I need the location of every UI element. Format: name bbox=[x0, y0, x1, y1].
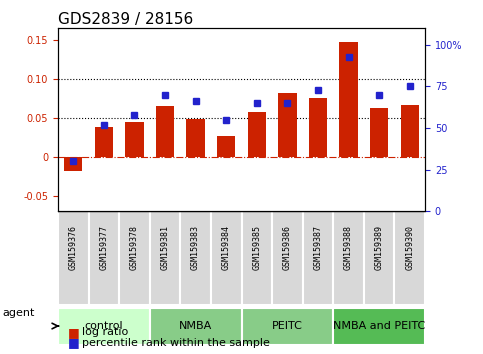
Text: GSM159377: GSM159377 bbox=[99, 225, 108, 270]
Text: percentile rank within the sample: percentile rank within the sample bbox=[82, 338, 270, 348]
Bar bbox=[217, 136, 235, 157]
FancyBboxPatch shape bbox=[150, 308, 242, 345]
FancyBboxPatch shape bbox=[333, 211, 364, 305]
Bar bbox=[95, 127, 113, 157]
Bar bbox=[125, 122, 143, 157]
FancyBboxPatch shape bbox=[180, 211, 211, 305]
FancyBboxPatch shape bbox=[395, 211, 425, 305]
Text: GSM159386: GSM159386 bbox=[283, 225, 292, 270]
Bar bbox=[309, 98, 327, 157]
Text: GSM159376: GSM159376 bbox=[69, 225, 78, 270]
Bar bbox=[186, 119, 205, 157]
Bar bbox=[400, 104, 419, 157]
Text: GDS2839 / 28156: GDS2839 / 28156 bbox=[58, 12, 193, 27]
Text: GSM159389: GSM159389 bbox=[375, 225, 384, 270]
Text: GSM159390: GSM159390 bbox=[405, 225, 414, 270]
Text: GSM159383: GSM159383 bbox=[191, 225, 200, 270]
FancyBboxPatch shape bbox=[119, 211, 150, 305]
Text: GSM159388: GSM159388 bbox=[344, 225, 353, 270]
FancyBboxPatch shape bbox=[242, 308, 333, 345]
Text: GSM159378: GSM159378 bbox=[130, 225, 139, 270]
Text: GSM159385: GSM159385 bbox=[252, 225, 261, 270]
Text: agent: agent bbox=[2, 308, 35, 318]
FancyBboxPatch shape bbox=[58, 308, 150, 345]
Text: ■: ■ bbox=[68, 326, 79, 338]
FancyBboxPatch shape bbox=[272, 211, 303, 305]
Text: control: control bbox=[85, 321, 123, 331]
Bar bbox=[278, 93, 297, 157]
FancyBboxPatch shape bbox=[242, 211, 272, 305]
Text: log ratio: log ratio bbox=[82, 327, 128, 337]
Text: GSM159381: GSM159381 bbox=[160, 225, 170, 270]
Text: NMBA: NMBA bbox=[179, 321, 212, 331]
FancyBboxPatch shape bbox=[333, 308, 425, 345]
Bar bbox=[248, 112, 266, 157]
FancyBboxPatch shape bbox=[58, 211, 88, 305]
Bar bbox=[64, 157, 83, 171]
Text: PEITC: PEITC bbox=[272, 321, 303, 331]
Bar bbox=[370, 108, 388, 157]
FancyBboxPatch shape bbox=[364, 211, 395, 305]
Text: GSM159384: GSM159384 bbox=[222, 225, 231, 270]
FancyBboxPatch shape bbox=[150, 211, 180, 305]
Bar bbox=[340, 42, 358, 157]
Text: ■: ■ bbox=[68, 336, 79, 349]
FancyBboxPatch shape bbox=[88, 211, 119, 305]
FancyBboxPatch shape bbox=[303, 211, 333, 305]
Text: GSM159387: GSM159387 bbox=[313, 225, 323, 270]
Text: NMBA and PEITC: NMBA and PEITC bbox=[333, 321, 425, 331]
Bar bbox=[156, 106, 174, 157]
FancyBboxPatch shape bbox=[211, 211, 242, 305]
